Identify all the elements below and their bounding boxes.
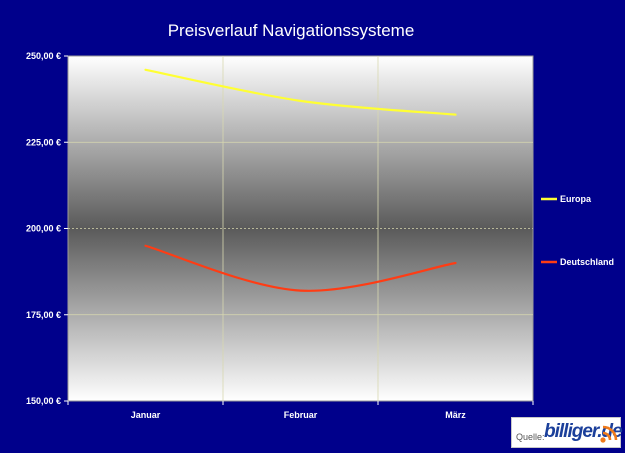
legend-label: Europa: [560, 194, 592, 204]
grid-lines: [68, 56, 533, 401]
legend: Europa Deutschland: [541, 194, 614, 267]
x-tick-label: Januar: [131, 410, 161, 420]
series-line-deutschland: [144, 244, 457, 292]
series-lines: [144, 68, 457, 292]
x-axis-ticks: Januar Februar März: [67, 401, 534, 420]
y-tick-label: 200,00 €: [26, 224, 61, 234]
x-tick-label: Februar: [284, 410, 318, 420]
x-tick-label: März: [445, 410, 466, 420]
y-axis-ticks: 150,00 € 175,00 € 200,00 € 225,00 € 250,00 €: [26, 51, 68, 406]
y-tick-label: 175,00 €: [26, 310, 61, 320]
chart-title: Preisverlauf Navigationssysteme: [168, 21, 415, 40]
source-label: Quelle:: [516, 432, 545, 442]
legend-label: Deutschland: [560, 257, 614, 267]
y-tick-label: 150,00 €: [26, 396, 61, 406]
y-tick-label: 225,00 €: [26, 137, 61, 147]
signal-waves-icon: [600, 425, 618, 443]
series-line-europa: [144, 68, 457, 116]
source-logo[interactable]: Quelle: billiger.de: [511, 417, 623, 448]
y-tick-label: 250,00 €: [26, 51, 61, 61]
